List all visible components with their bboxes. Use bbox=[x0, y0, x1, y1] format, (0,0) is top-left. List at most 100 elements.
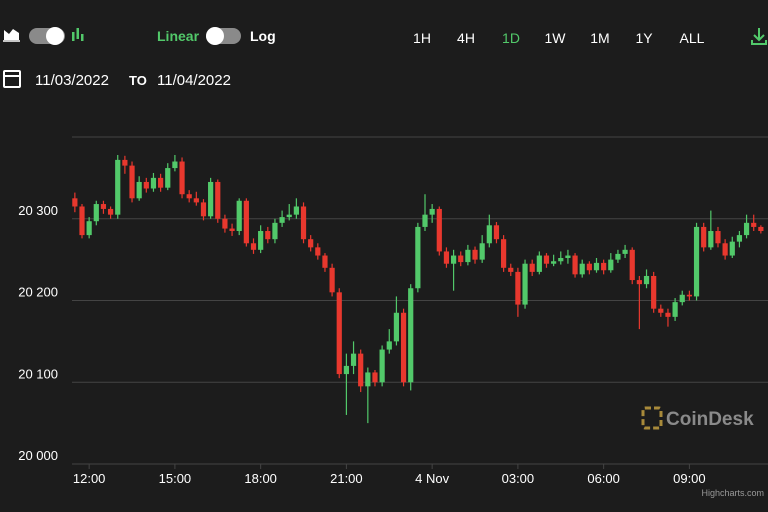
candle-body bbox=[279, 217, 285, 223]
candle-body bbox=[379, 349, 385, 383]
candle-body bbox=[493, 225, 500, 240]
candle-body bbox=[115, 159, 121, 215]
candle-body bbox=[186, 194, 192, 199]
chart-type-toggle[interactable] bbox=[29, 27, 65, 45]
candle-body bbox=[479, 243, 485, 260]
candle-body bbox=[272, 222, 278, 240]
range-button[interactable]: 4H bbox=[457, 30, 475, 46]
candle-body bbox=[350, 353, 357, 366]
watermark: CoinDesk bbox=[641, 406, 754, 430]
candle-body bbox=[122, 159, 128, 166]
candle-body bbox=[701, 226, 707, 248]
candle-body bbox=[436, 208, 442, 252]
candle-body bbox=[250, 243, 257, 250]
y-tick-label: 20 000 bbox=[18, 448, 58, 463]
candle-body bbox=[143, 181, 149, 189]
y-tick-label: 20 300 bbox=[18, 203, 58, 218]
candle-body bbox=[265, 231, 271, 240]
candle-body bbox=[408, 288, 414, 383]
candle-body bbox=[501, 239, 507, 268]
candle-body bbox=[322, 255, 328, 268]
candle-body bbox=[579, 263, 585, 275]
candle-body bbox=[429, 208, 435, 215]
x-tick-label: 03:00 bbox=[502, 471, 535, 486]
candle-body bbox=[551, 261, 557, 264]
candle-body bbox=[693, 226, 700, 297]
x-tick-label: 12:00 bbox=[73, 471, 106, 486]
candle-body bbox=[365, 372, 371, 387]
scale-toggle[interactable] bbox=[206, 27, 241, 45]
candle-body bbox=[758, 226, 764, 232]
y-tick-label: 20 200 bbox=[18, 285, 58, 300]
candle-body bbox=[465, 249, 471, 263]
scale-linear[interactable]: Linear bbox=[157, 28, 200, 44]
candle-body bbox=[400, 312, 407, 383]
candle-body bbox=[93, 204, 99, 222]
candle-body bbox=[536, 255, 542, 272]
range-button[interactable]: 1W bbox=[545, 30, 567, 46]
range-button[interactable]: 1H bbox=[413, 30, 431, 46]
grid: 20 000 20 100 20 200 20 300 12:00 15:00 18:00 2… bbox=[18, 203, 768, 486]
candle-body bbox=[136, 181, 142, 199]
candle-body bbox=[472, 249, 478, 260]
candles bbox=[72, 154, 764, 424]
candle-body bbox=[751, 222, 757, 227]
candle-icon[interactable] bbox=[72, 28, 84, 41]
candle-body bbox=[450, 255, 457, 264]
candle-body bbox=[308, 239, 314, 248]
candle-body bbox=[86, 221, 92, 236]
candle-body bbox=[72, 198, 78, 207]
candle-body bbox=[665, 312, 671, 317]
candle-body bbox=[636, 280, 642, 285]
candle-body bbox=[386, 341, 392, 350]
candle-body bbox=[672, 302, 678, 317]
candle-body bbox=[286, 214, 292, 218]
download-icon[interactable] bbox=[751, 28, 767, 45]
range-button[interactable]: 1D bbox=[502, 30, 520, 46]
candle-body bbox=[193, 198, 199, 203]
candle-body bbox=[572, 255, 578, 275]
candle-body bbox=[229, 228, 235, 232]
candle-body bbox=[129, 165, 135, 199]
candle-body bbox=[686, 294, 692, 297]
candle-body bbox=[343, 365, 349, 375]
candle-body bbox=[643, 275, 650, 285]
candle-body bbox=[515, 271, 521, 305]
candle-body bbox=[508, 267, 514, 272]
x-tick-label: 09:00 bbox=[673, 471, 706, 486]
scale-log[interactable]: Log bbox=[250, 28, 276, 44]
candle-body bbox=[358, 353, 364, 387]
candle-body bbox=[208, 181, 214, 217]
x-tick-label: 4 Nov bbox=[415, 471, 449, 486]
candle-body bbox=[243, 200, 249, 244]
credits[interactable]: Highcharts.com bbox=[701, 488, 764, 498]
candle-body bbox=[651, 275, 657, 309]
candle-body bbox=[422, 214, 428, 227]
candle-body bbox=[743, 222, 750, 236]
candle-body bbox=[179, 161, 185, 195]
date-to[interactable]: 11/04/2022 bbox=[157, 72, 231, 89]
calendar-icon[interactable] bbox=[3, 70, 21, 88]
candle-body bbox=[593, 262, 600, 271]
candle-body bbox=[522, 263, 528, 305]
range-button[interactable]: 1Y bbox=[635, 30, 653, 46]
candle-body bbox=[679, 294, 685, 303]
candle-body bbox=[79, 206, 85, 236]
range-button[interactable]: ALL bbox=[680, 30, 705, 46]
area-icon[interactable] bbox=[3, 29, 20, 42]
candle-body bbox=[722, 243, 728, 256]
candle-body bbox=[150, 177, 157, 189]
date-from[interactable]: 11/03/2022 bbox=[35, 72, 109, 89]
candle-body bbox=[708, 231, 714, 248]
range-button[interactable]: 1M bbox=[590, 30, 609, 46]
candle-body bbox=[158, 177, 164, 188]
date-to-label: TO bbox=[129, 73, 147, 88]
candle-body bbox=[486, 225, 492, 244]
candle-body bbox=[529, 263, 535, 272]
candle-body bbox=[215, 181, 221, 219]
candle-body bbox=[258, 231, 264, 250]
candle-body bbox=[107, 208, 114, 215]
candle-body bbox=[315, 247, 321, 256]
